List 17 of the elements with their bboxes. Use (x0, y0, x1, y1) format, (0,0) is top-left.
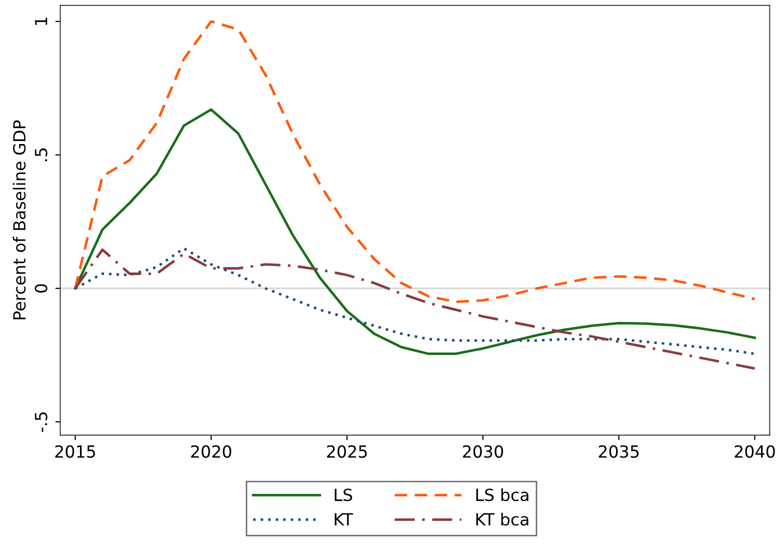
y-tick-label: 0 (34, 284, 48, 293)
legend-label: KT bca (476, 512, 528, 526)
x-tick-label: 2030 (462, 445, 504, 458)
line-series (74, 108, 756, 356)
x-tick-label: 2025 (327, 445, 367, 458)
x-tick-label: 2020 (191, 445, 232, 458)
y-tick-label: -.5 (34, 412, 48, 432)
y-tick-label: .5 (34, 148, 48, 162)
line-series (74, 20, 756, 303)
y-axis-title: Percent of Baseline GDP (12, 120, 26, 320)
legend-label: LS (334, 488, 352, 502)
legend-label: LS bca (476, 488, 528, 502)
legend-label: KT (334, 513, 354, 526)
x-tick-label: 2015 (55, 445, 95, 458)
x-tick-label: 2035 (598, 445, 639, 458)
y-tick-label: 1 (34, 18, 48, 25)
x-tick-label: 2040 (734, 445, 775, 458)
